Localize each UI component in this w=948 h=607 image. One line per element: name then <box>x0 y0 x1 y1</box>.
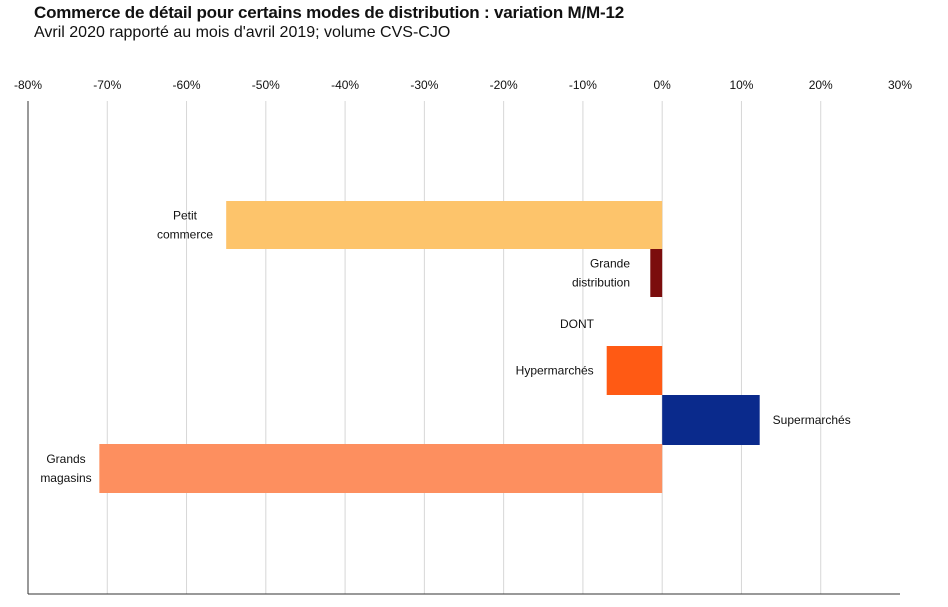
category-label-grands-magasins: Grands magasins <box>40 452 91 485</box>
x-tick-label: 30% <box>888 78 912 92</box>
category-label-dont: DONT <box>560 317 595 331</box>
x-tick-label: -20% <box>490 78 518 92</box>
category-label-petit-commerce: Petit commerce <box>157 209 213 242</box>
x-tick-label: -50% <box>252 78 280 92</box>
x-tick-label: 0% <box>654 78 672 92</box>
category-label-hypermarches: Hypermarchés <box>516 364 594 378</box>
x-tick-label: -10% <box>569 78 597 92</box>
bar-hypermarches <box>606 346 663 395</box>
x-tick-label: 10% <box>729 78 753 92</box>
x-tick-label: -60% <box>173 78 201 92</box>
x-tick-label: 20% <box>809 78 833 92</box>
chart-subtitle: Avril 2020 rapporté au mois d'avril 2019… <box>34 24 451 41</box>
x-tick-label: -40% <box>331 78 359 92</box>
x-tick-label: -80% <box>14 78 42 92</box>
category-label-grande-distribution: Grande distribution <box>572 257 630 290</box>
x-tick-label: -30% <box>410 78 438 92</box>
bar-grands-magasins <box>99 444 663 493</box>
chart-title: Commerce de détail pour certains modes d… <box>34 3 624 22</box>
x-tick-label: -70% <box>93 78 121 92</box>
bar-petit-commerce <box>226 201 663 249</box>
bar-grande-distribution <box>650 249 663 297</box>
bar-supermarches <box>662 395 760 445</box>
category-label-supermarches: Supermarchés <box>773 413 851 427</box>
